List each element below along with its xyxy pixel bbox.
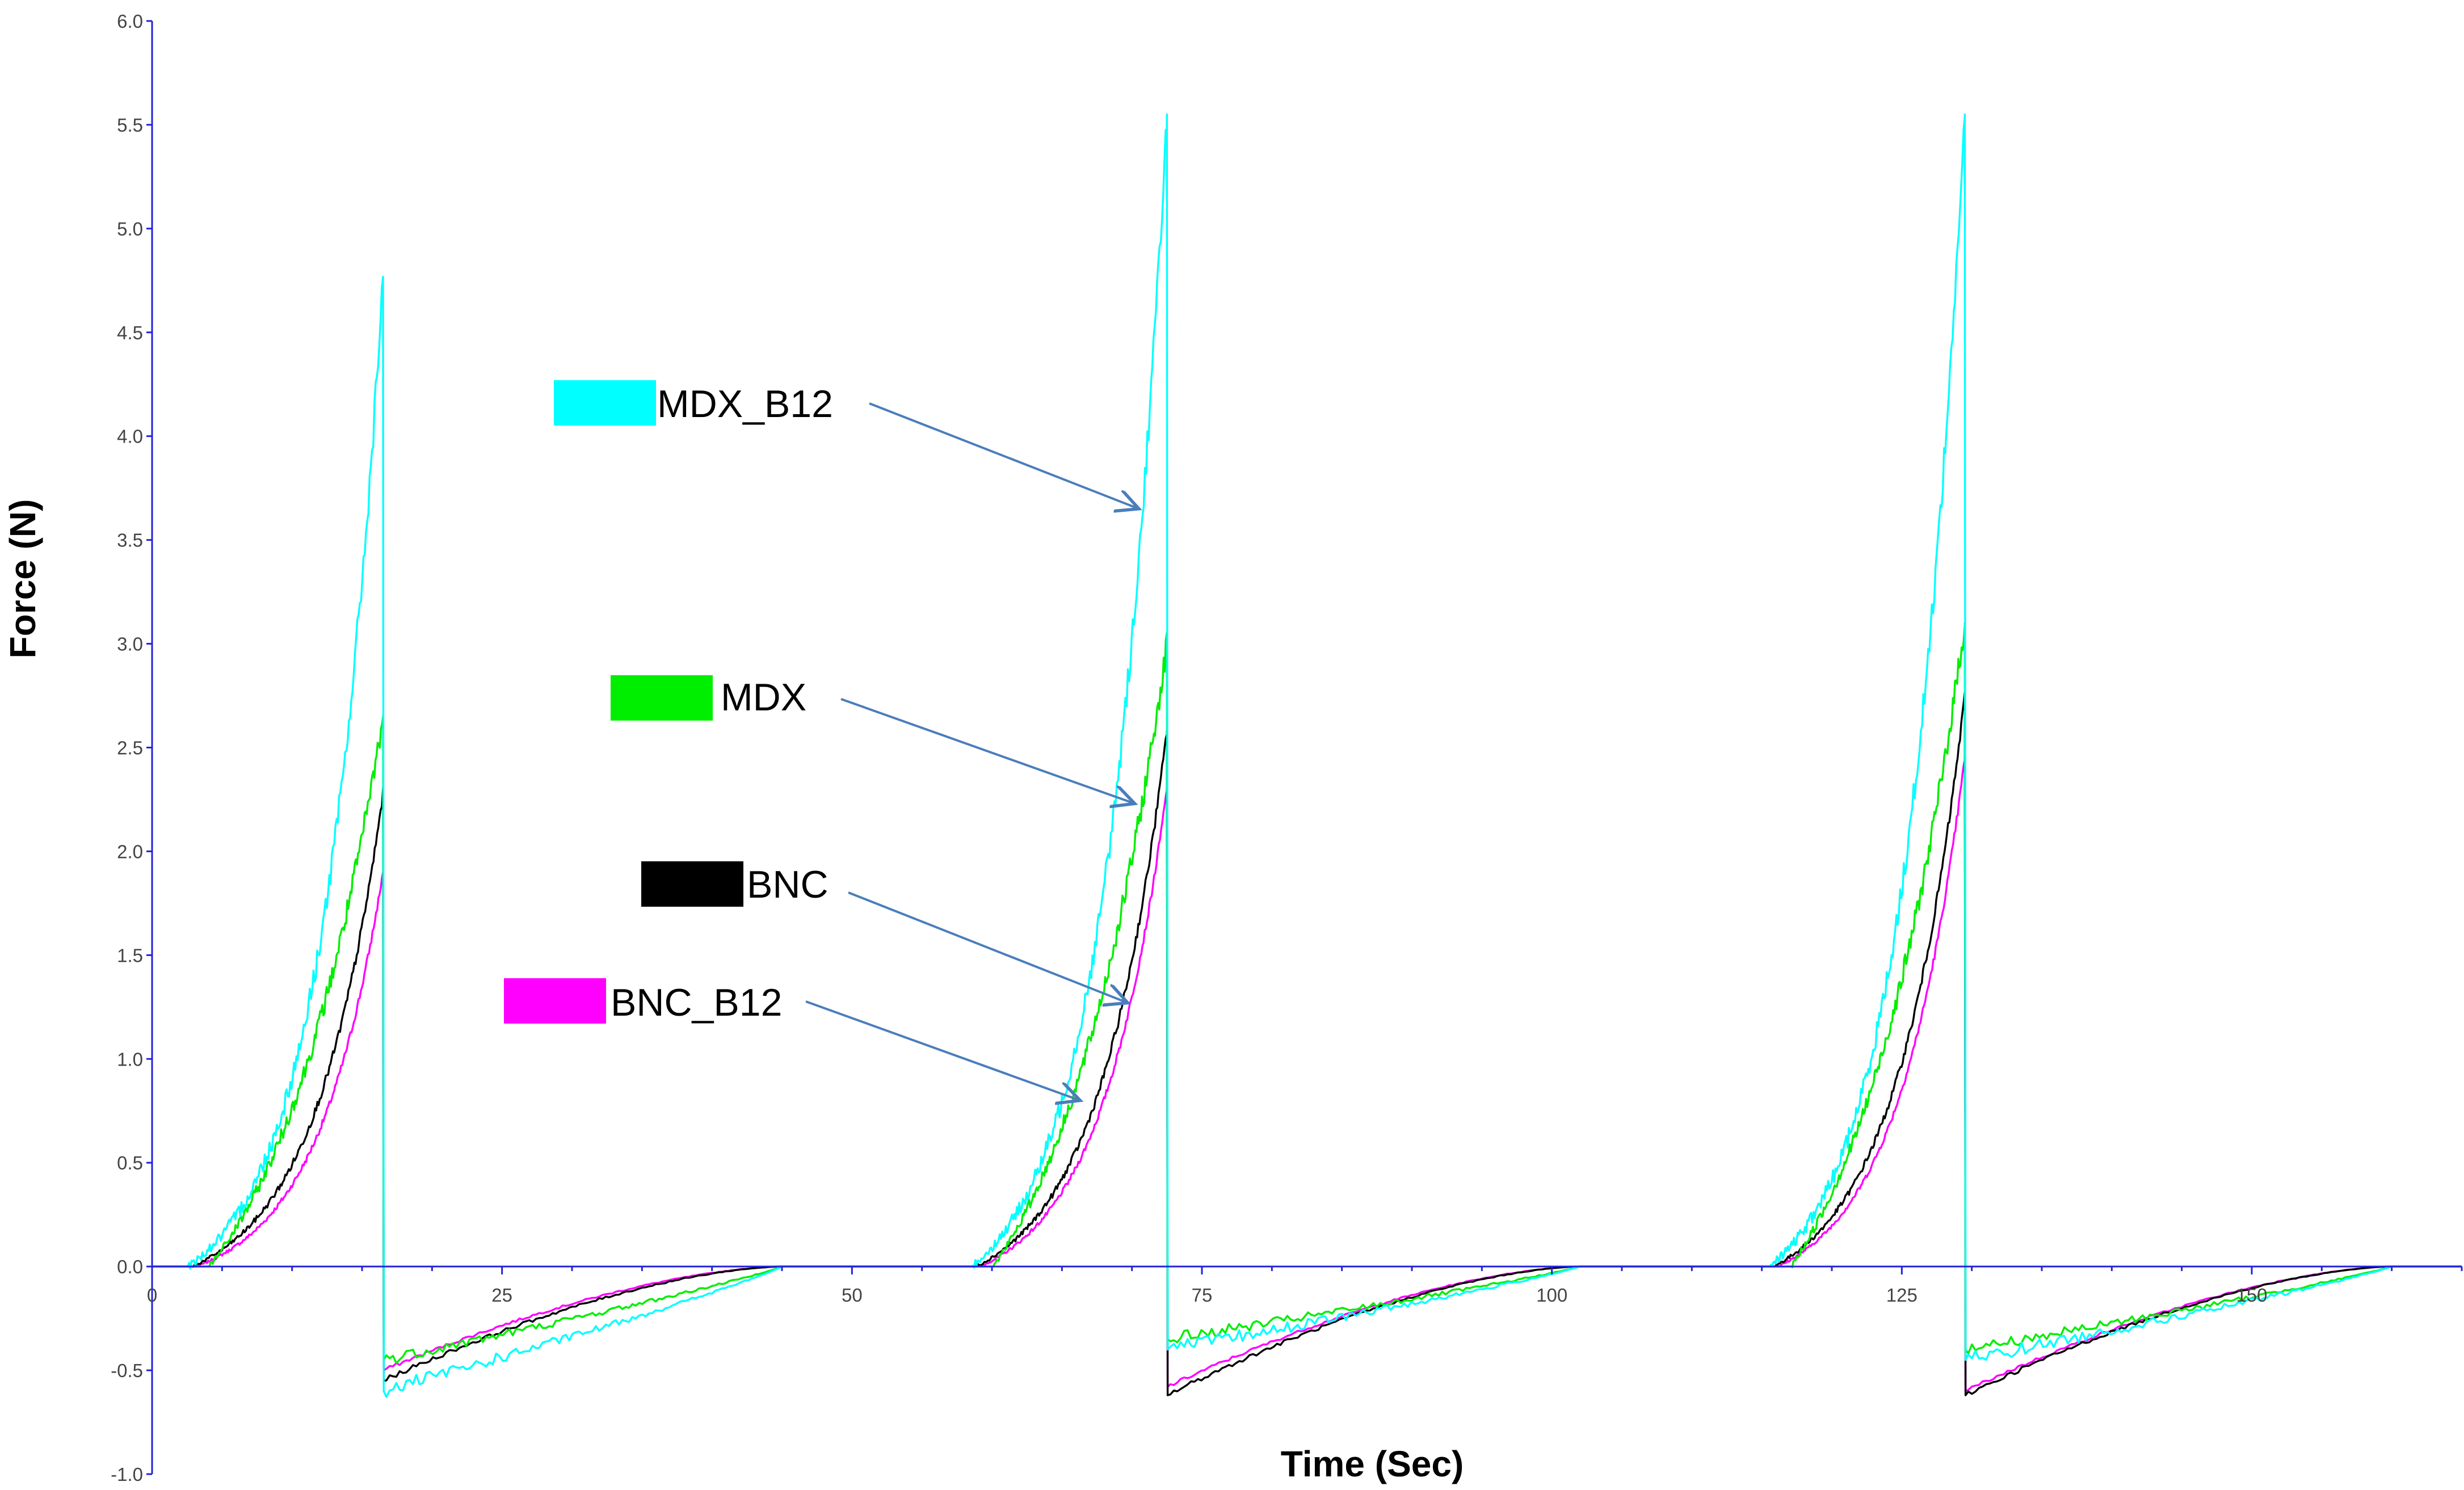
legend-label-bnc: BNC — [747, 863, 829, 906]
x-tick-label: 75 — [1192, 1285, 1213, 1306]
y-tick-label: 1.5 — [117, 945, 143, 966]
legend-arrow-bnc-b12 — [805, 1000, 1080, 1100]
y-tick-label: 2.0 — [117, 841, 143, 862]
legend-swatch-bnc — [641, 861, 743, 907]
legend-layer: MDX_B12 MDX BNC BNC_B12 — [504, 380, 1139, 1100]
x-tick-label: 25 — [491, 1285, 512, 1306]
series-line-mdx-b12 — [152, 113, 2462, 1398]
y-tick-label: 0.5 — [117, 1152, 143, 1173]
x-tick-label: 50 — [842, 1285, 863, 1306]
y-tick-label: 3.0 — [117, 634, 143, 655]
legend-swatch-bnc-b12 — [504, 978, 606, 1024]
y-tick-label: 5.5 — [117, 115, 143, 136]
legend-arrow-bnc — [848, 891, 1128, 1003]
y-axis-title: Force (N) — [2, 499, 43, 659]
x-tick-label: 125 — [1886, 1285, 1918, 1306]
y-tick-label: -1.0 — [111, 1464, 143, 1485]
legend-swatch-mdx-b12 — [554, 380, 656, 426]
y-tick-label: 4.0 — [117, 426, 143, 447]
legend-arrow-mdx — [840, 698, 1135, 803]
legend-arrow-mdx-b12 — [869, 402, 1139, 509]
series-line-bnc-b12 — [152, 757, 2462, 1392]
legend-label-mdx: MDX — [721, 676, 806, 719]
legend-label-bnc-b12: BNC_B12 — [611, 981, 782, 1024]
y-tick-label: 2.5 — [117, 738, 143, 759]
legend-label-mdx-b12: MDX_B12 — [657, 382, 833, 426]
legend-swatch-mdx — [611, 675, 713, 721]
series-line-bnc — [152, 691, 2462, 1396]
series-line-mdx — [152, 622, 2462, 1365]
x-tick-label: 150 — [2236, 1285, 2267, 1306]
y-tick-label: 4.5 — [117, 322, 143, 343]
series-layer — [152, 113, 2462, 1398]
x-tick-label: 100 — [1536, 1285, 1567, 1306]
y-tick-label: 0.0 — [117, 1256, 143, 1277]
y-tick-label: 1.0 — [117, 1049, 143, 1070]
y-tick-label: 6.0 — [117, 11, 143, 32]
x-axis-title: Time (Sec) — [1281, 1443, 1464, 1484]
y-tick-label: -0.5 — [111, 1360, 143, 1381]
y-tick-label: 5.0 — [117, 218, 143, 239]
x-tick-label: 0 — [147, 1285, 157, 1306]
axes-layer: -1.0 -0.5 0.0 0.5 1.0 1.5 2.0 2.5 3.0 3.5 4.0 4.5 5.… — [111, 11, 2463, 1485]
y-tick-label: 3.5 — [117, 530, 143, 551]
